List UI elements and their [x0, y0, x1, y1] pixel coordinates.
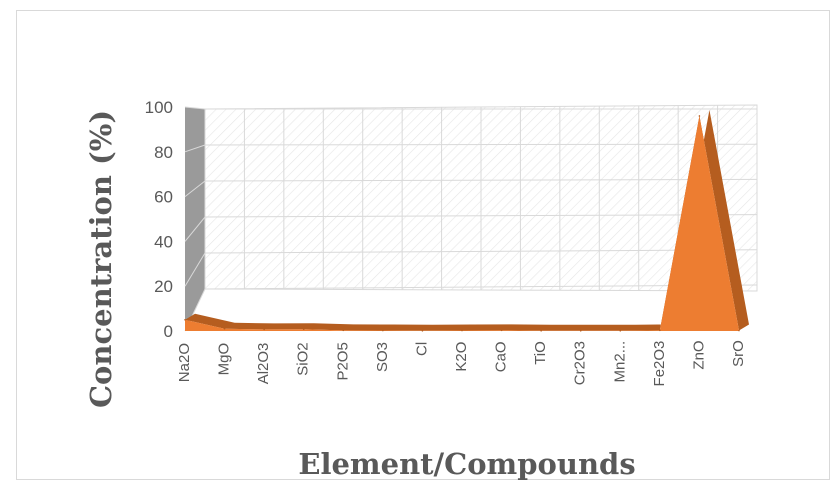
- area-front-face: [185, 115, 739, 332]
- y-axis-title: Concentration (%): [84, 110, 118, 408]
- area-series: [184, 109, 749, 332]
- data-point-mn2: [619, 329, 622, 332]
- x-axis-title: Element/Compounds: [298, 447, 635, 481]
- x-tick-label: MgO: [216, 343, 233, 376]
- x-tick-label: P2O5: [334, 342, 351, 380]
- data-point-zno: [698, 115, 701, 117]
- y-tick-label: 60: [154, 188, 173, 207]
- chart: 0 20 40 60 80 100 Na2O MgO Al2O3 SiO2 P2O5 SO3 Cl K2…: [84, 98, 758, 481]
- data-point-so3: [382, 329, 384, 332]
- gridline-side: [184, 180, 206, 197]
- x-tick-label: SrO: [730, 340, 747, 367]
- gridline-side: [184, 252, 206, 287]
- x-tick-label: Cl: [413, 342, 430, 356]
- y-tick-label: 0: [164, 322, 173, 341]
- x-tick-label: ZnO: [690, 340, 707, 369]
- gridline-side: [184, 216, 206, 242]
- x-tick-label: Cr2O3: [572, 341, 589, 385]
- data-point-cl: [421, 329, 424, 332]
- x-axis-ticks: Na2O MgO Al2O3 SiO2 P2O5 SO3 Cl K2O CaO TiO Cr2O3 M…: [176, 340, 747, 386]
- data-point-cao: [500, 329, 503, 332]
- data-point-na2o: [184, 319, 186, 321]
- data-point-mgo: [223, 327, 226, 330]
- data-point-sio2: [302, 328, 305, 331]
- y-axis-ticks: 0 20 40 60 80 100: [145, 98, 173, 341]
- data-point-sro: [738, 329, 740, 332]
- x-tick-label: CaO: [493, 341, 510, 372]
- data-point-tio: [540, 329, 542, 332]
- x-tick-label: K2O: [453, 342, 470, 372]
- data-point-cr2o3: [579, 329, 582, 332]
- x-tick-label: SO3: [374, 342, 391, 372]
- y-tick-label: 80: [154, 143, 173, 162]
- chart-frame: 0 20 40 60 80 100 Na2O MgO Al2O3 SiO2 P2O5 SO3 Cl K2…: [16, 10, 830, 481]
- x-tick-label: Na2O: [176, 343, 193, 382]
- data-point-al2o3: [263, 328, 265, 331]
- x-tick-label: SiO2: [295, 342, 312, 375]
- data-point-fe2o3: [659, 329, 661, 332]
- y-tick-label: 100: [145, 98, 173, 117]
- x-tick-label: TiO: [532, 341, 549, 365]
- side-wall: [185, 107, 205, 331]
- gridline-side: [184, 144, 206, 153]
- data-point-p2o5: [342, 329, 345, 332]
- gridline-side: [184, 106, 206, 110]
- x-tick-label: Fe2O3: [651, 341, 668, 387]
- y-tick-label: 20: [154, 277, 173, 296]
- data-point-k2o: [461, 329, 463, 332]
- x-tick-label: Mn2...: [611, 341, 628, 383]
- x-tick-label: Al2O3: [255, 343, 272, 385]
- y-tick-label: 40: [154, 232, 173, 251]
- gridlines: [184, 105, 758, 332]
